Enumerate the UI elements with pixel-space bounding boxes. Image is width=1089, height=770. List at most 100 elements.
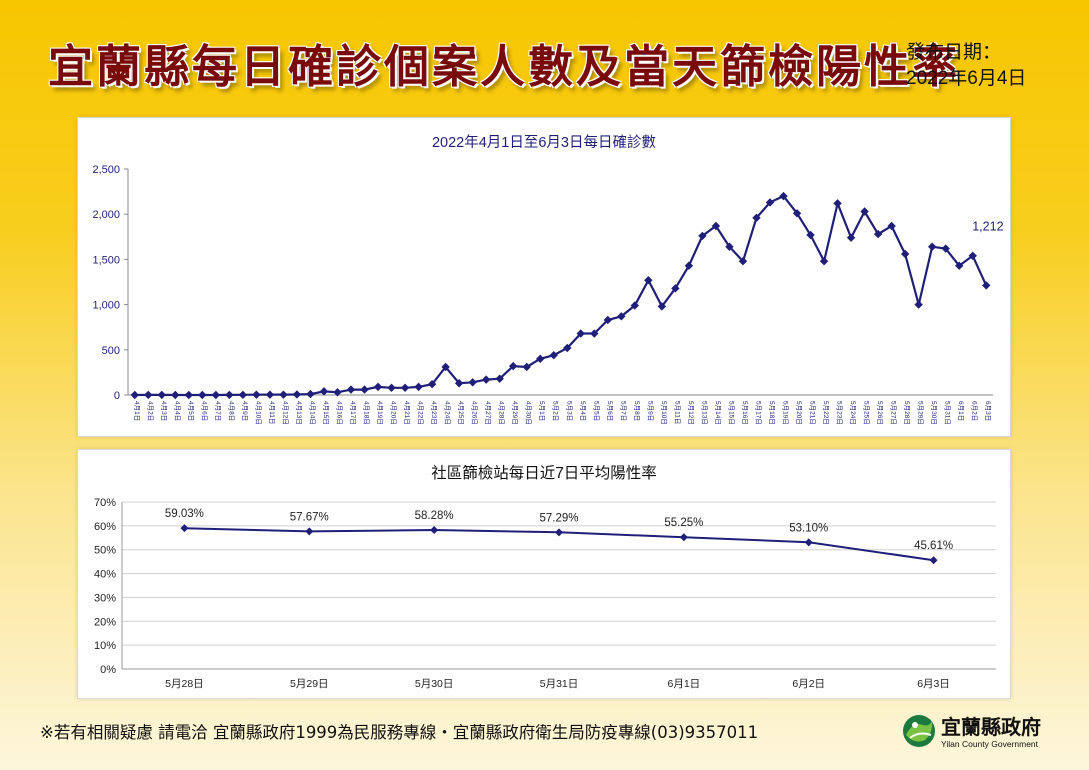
x-tick-label: 5月30日 [415,678,454,690]
y-tick-label: 500 [102,345,120,357]
y-tick-label: 10% [94,640,116,652]
data-point [441,362,450,372]
data-point [319,387,329,396]
daily-cases-series-line [134,194,988,397]
x-tick-label: 4月5日 [187,401,195,421]
x-tick-label: 4月16日 [335,401,343,425]
x-tick-label: 5月29日 [917,401,925,425]
data-point [684,261,694,270]
data-point [225,390,234,400]
release-date-value: 2022年6月4日 [906,68,1027,89]
data-point [630,301,640,310]
data-point [373,382,383,392]
data-point [914,300,923,309]
x-tick-label: 4月7日 [214,401,222,421]
x-tick-label: 4月8日 [227,401,235,421]
x-tick-label: 6月3日 [917,678,950,690]
data-point [265,390,275,399]
data-point [752,213,761,223]
x-tick-label: 5月25日 [863,401,871,425]
x-tick-label: 5月20日 [795,401,803,425]
x-tick-label: 5月28日 [165,678,204,690]
y-tick-label: 60% [94,521,116,533]
data-point [346,385,356,394]
data-point [738,257,748,266]
x-tick-label: 5月31日 [540,678,579,690]
data-point [252,390,261,399]
data-point [180,524,189,533]
x-tick-label: 4月30日 [525,401,533,425]
x-tick-label: 4月17日 [349,401,357,425]
x-tick-label: 4月9日 [241,401,249,421]
data-point [481,375,491,384]
x-tick-label: 5月15日 [727,401,735,425]
data-point [555,528,563,537]
data-point [211,390,221,400]
x-tick-label: 6月1日 [668,678,701,690]
x-tick-label: 4月4日 [173,401,181,421]
data-point [873,229,883,239]
data-point [576,329,585,338]
x-tick-label: 4月3日 [160,401,168,421]
data-point [279,390,288,399]
data-point [657,302,667,311]
x-tick-label: 5月27日 [890,401,898,425]
data-point [563,343,572,353]
data-point [617,312,626,321]
data-point [360,385,369,394]
data-point [833,199,842,208]
data-point [698,231,707,241]
x-tick-label: 5月11日 [673,401,681,424]
data-point [929,556,938,565]
x-tick-label: 5月5日 [592,401,600,421]
x-tick-label: 5月7日 [619,401,627,421]
x-tick-label: 4月18日 [363,401,371,425]
x-tick-label: 4月27日 [484,401,492,425]
x-tick-label: 6月2日 [971,401,979,421]
x-tick-label: 5月9日 [646,401,654,421]
data-point [725,242,734,251]
data-point [427,379,437,389]
x-tick-label: 4月24日 [444,401,452,425]
data-point [806,230,815,240]
x-tick-label: 4月23日 [430,401,438,425]
x-tick-label: 4月13日 [295,401,303,425]
x-tick-label: 6月1日 [957,401,965,421]
data-point [644,275,653,285]
data-point [804,538,813,547]
y-tick-label: 2,500 [92,164,120,176]
data-point [130,390,139,400]
data-point [468,378,477,387]
x-tick-label: 5月2日 [552,401,560,421]
x-tick-label: 4月12日 [281,401,289,425]
x-tick-label: 4月22日 [417,401,425,425]
y-tick-label: 50% [94,545,116,557]
data-label: 55.25% [664,517,703,529]
data-point [603,315,613,325]
release-date-label: 發布日期： [906,42,1002,63]
y-tick-label: 2,000 [92,209,120,221]
x-tick-label: 4月28日 [498,401,506,425]
daily-cases-chart: 2022年4月1日至6月3日每日確診數 0 500 1,000 1,500 2,000 2,… [92,134,1003,425]
data-point [454,379,464,388]
data-point [549,351,558,360]
x-tick-label: 5月12日 [687,401,695,425]
data-label: 57.29% [539,512,578,524]
x-tick-label: 4月19日 [376,401,384,425]
x-tick-label: 5月13日 [700,401,708,425]
data-point [414,382,423,392]
page-title: 宜蘭縣每日確診個案人數及當天篩檢陽性率 [48,40,961,93]
y-tick-label: 20% [94,616,116,628]
data-point [238,390,248,400]
x-tick-label: 5月10日 [660,401,668,425]
x-tick-label: 5月26日 [876,401,884,425]
data-point [671,284,680,293]
data-point [765,198,775,207]
y-tick-label: 70% [94,497,116,509]
y-tick-label: 1,500 [92,254,120,266]
data-point [779,191,788,201]
x-tick-label: 4月25日 [457,401,465,425]
x-tick-label: 5月14日 [714,401,722,425]
x-tick-label: 6月2日 [792,678,825,690]
x-tick-label: 5月6日 [606,401,614,421]
